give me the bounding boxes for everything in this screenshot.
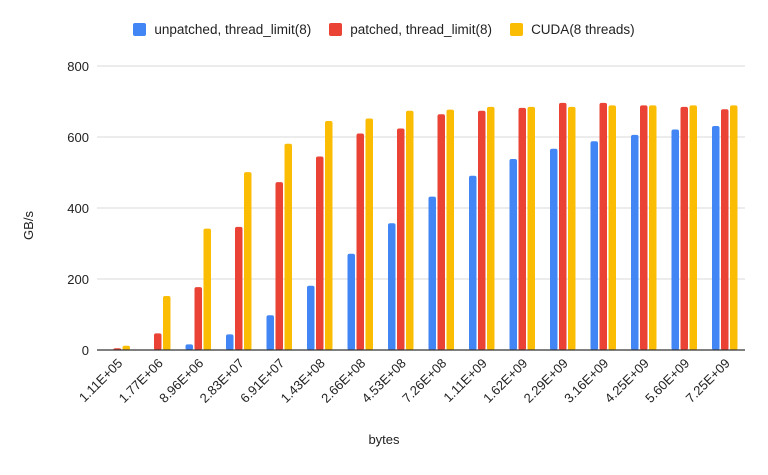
bar [527,106,535,350]
bar [640,105,648,350]
bar [509,159,517,350]
y-tick-label: 600 [67,130,89,145]
bar [325,121,333,351]
bar [365,118,373,350]
bar [487,106,495,350]
bar [244,172,252,350]
x-tick-label: 7.26E+08 [399,356,449,406]
bar [397,128,405,350]
y-tick-label: 400 [67,201,89,216]
bar [568,106,576,350]
bar [307,285,315,350]
bar [518,107,526,350]
bar [406,110,414,350]
bar [266,315,274,350]
bar [235,226,243,350]
x-tick-label: 7.25E+09 [683,356,733,406]
bar [226,334,234,350]
bar [478,110,486,350]
bar [608,105,616,350]
bar [721,109,729,350]
legend-label: unpatched, thread_limit(8) [154,22,312,37]
legend-item-patched[interactable]: patched, thread_limit(8) [329,22,492,37]
bar [122,345,130,350]
y-tick-label: 200 [67,272,89,287]
bar [347,253,355,350]
bar [680,106,688,350]
legend: unpatched, thread_limit(8) patched, thre… [0,22,768,37]
bar [388,223,396,350]
bar [469,175,477,350]
bar [194,287,202,350]
bar [649,105,657,350]
x-axis-label: bytes [368,432,400,447]
bar [730,105,738,350]
legend-swatch [329,23,343,36]
bar [284,143,292,350]
bar [599,102,607,350]
bar [428,196,436,350]
legend-swatch [510,23,524,36]
legend-item-cuda[interactable]: CUDA(8 threads) [510,22,635,37]
bar [631,134,639,350]
bar [671,129,679,350]
bar [550,148,558,350]
bar [446,109,454,350]
bar [356,133,364,350]
bar [185,344,193,350]
legend-swatch [133,23,147,36]
bar [275,182,283,350]
bar [163,296,171,350]
legend-item-unpatched[interactable]: unpatched, thread_limit(8) [133,22,311,37]
y-tick-label: 800 [67,59,89,74]
bar [203,228,211,350]
bar [590,141,598,350]
bar [437,114,445,350]
legend-label: patched, thread_limit(8) [350,22,493,37]
legend-label: CUDA(8 threads) [531,22,635,37]
bar [154,333,162,350]
bar [316,156,324,350]
y-tick-label: 0 [82,343,89,358]
bar [559,102,567,350]
bar [689,105,697,350]
bar [712,125,720,351]
